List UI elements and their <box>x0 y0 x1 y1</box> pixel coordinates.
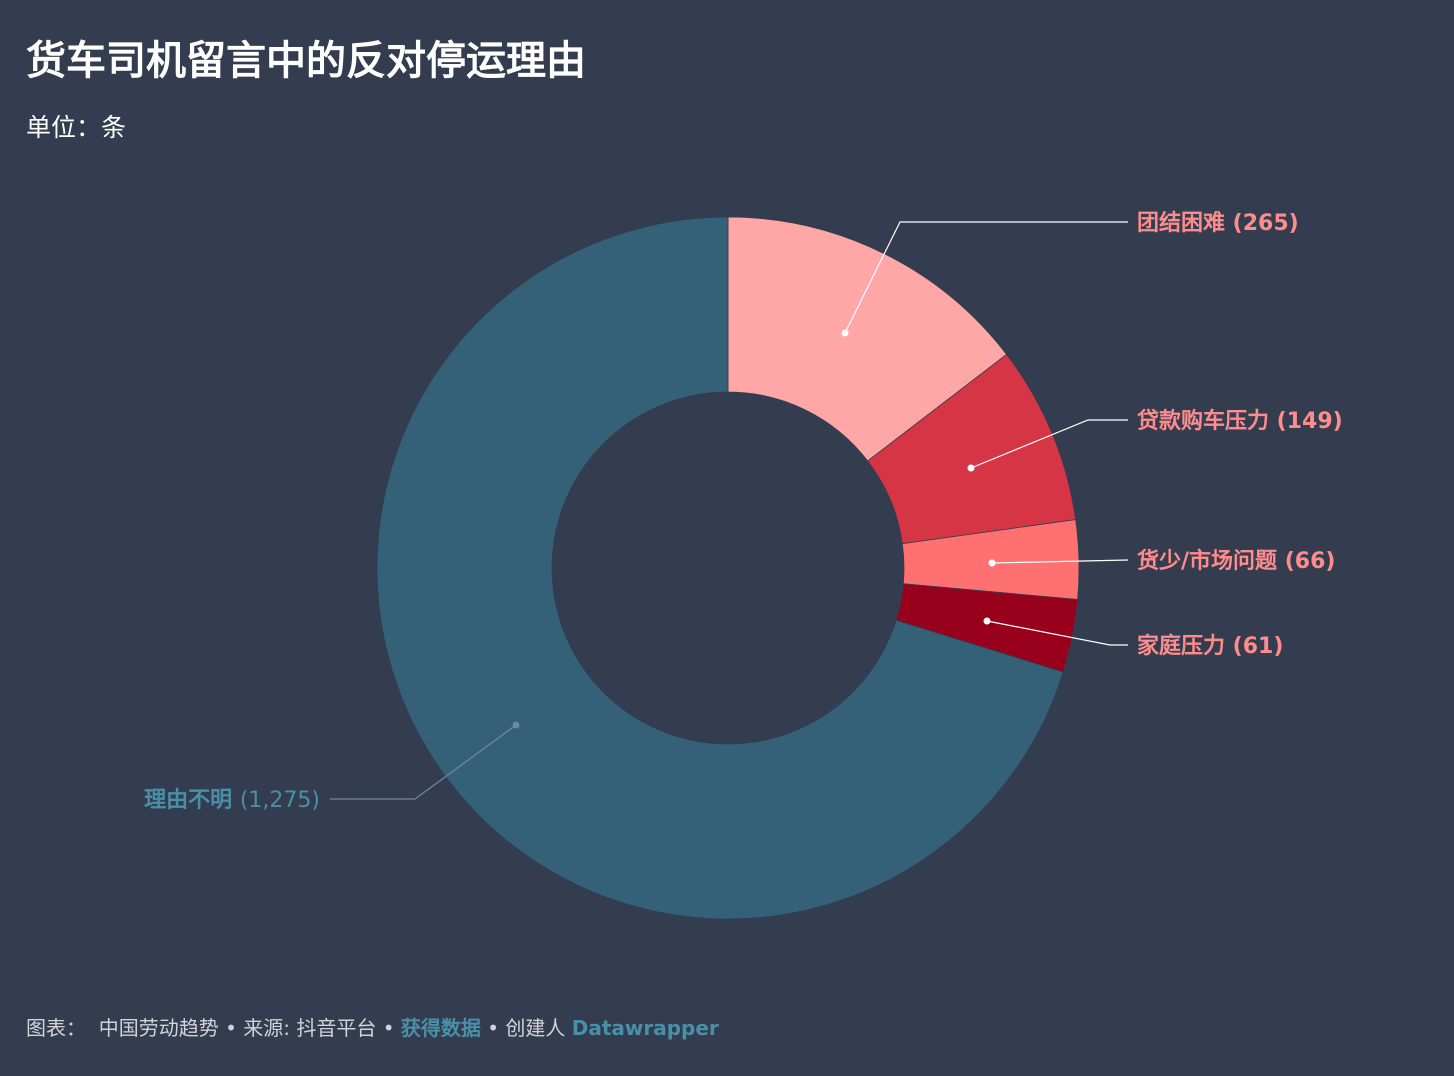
donut-chart: 团结困难 (265) 贷款购车压力 (149) 货少/市场问题 (66) 家庭压力 (… <box>144 210 1343 920</box>
slice-label-value: (149) <box>1277 409 1343 434</box>
slice-label-value: (66) <box>1285 549 1336 574</box>
separator: • <box>480 1016 506 1040</box>
slice-label: 家庭压力 (61) <box>1137 633 1283 659</box>
donut-slice <box>727 216 1008 462</box>
slice-label: 贷款购车压力 (149) <box>1137 408 1343 434</box>
chart-subtitle: 单位：条 <box>26 113 127 142</box>
slice-label: 理由不明 (1,275) <box>144 788 320 813</box>
leader-dot <box>988 559 996 567</box>
separator: • <box>218 1016 244 1040</box>
leader-line <box>970 419 1128 469</box>
slice-label-name: 家庭压力 <box>1137 633 1233 659</box>
leader-line <box>844 221 1128 334</box>
get-data-link[interactable]: 获得数据 <box>400 1016 481 1040</box>
leader-dot <box>967 464 975 472</box>
leader-dot <box>841 329 849 337</box>
chart-title: 货车司机留言中的反对停运理由 <box>26 38 586 84</box>
footer-author: 中国劳动趋势 <box>98 1016 219 1040</box>
slice-label-value: (1,275) <box>240 788 320 813</box>
slice-label-name: 团结困难 <box>1137 210 1233 236</box>
slice-label-name: 货少/市场问题 <box>1137 548 1285 574</box>
leader-dot <box>983 617 991 625</box>
footer-source-label: 来源: <box>243 1016 297 1040</box>
footer-source: 抖音平台 <box>296 1016 377 1040</box>
footer-created-by: 创建人 <box>505 1016 572 1040</box>
leader-line <box>330 724 517 800</box>
leader-line <box>991 559 1129 564</box>
footer: 图表： 中国劳动趋势 • 来源: 抖音平台 • 获得数据 • 创建人 Dataw… <box>26 1012 719 1041</box>
slice-label: 货少/市场问题 (66) <box>1137 548 1335 574</box>
slice-label: 团结困难 (265) <box>1137 210 1299 236</box>
separator: • <box>376 1016 401 1040</box>
leader-dot <box>512 721 520 729</box>
donut-slice <box>376 216 1064 920</box>
slice-label-value: (265) <box>1233 211 1299 236</box>
slice-label-name: 贷款购车压力 <box>1137 408 1277 434</box>
slice-label-name: 理由不明 <box>144 788 240 813</box>
leader-line <box>986 620 1128 646</box>
slice-label-value: (61) <box>1233 634 1284 659</box>
footer-chart-label: 图表： <box>26 1016 86 1040</box>
datawrapper-link[interactable]: Datawrapper <box>571 1016 719 1040</box>
